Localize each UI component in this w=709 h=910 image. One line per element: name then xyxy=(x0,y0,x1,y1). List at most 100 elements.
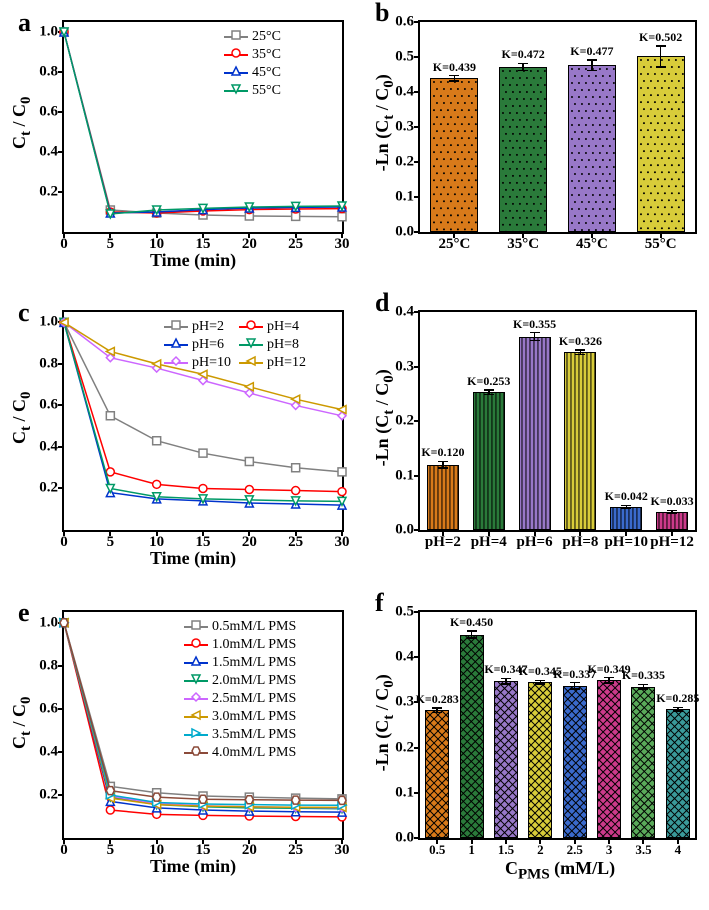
bar-category-label: 35°C xyxy=(507,236,539,253)
legend-item: pH=10 xyxy=(164,354,231,372)
x-tick-label: 5 xyxy=(107,236,115,253)
y-tick-label: 0.4 xyxy=(39,144,58,161)
legend-item: 2.5mM/L PMS xyxy=(184,690,296,708)
legend-item: 45°C xyxy=(224,64,281,82)
bar-category-label: pH=4 xyxy=(471,534,507,551)
bar-category-label: 3.5 xyxy=(635,842,651,858)
plot-f: 0.00.10.20.30.40.5K=0.2830.5K=0.4501K=0.… xyxy=(418,610,697,840)
bar xyxy=(568,65,616,232)
bar-category-label: 2.5 xyxy=(567,842,583,858)
bar xyxy=(427,465,459,530)
bar-k-label: K=0.285 xyxy=(656,691,699,706)
y-tick-label: 0.6 xyxy=(39,700,58,717)
bar xyxy=(494,681,518,838)
legend-label: pH=12 xyxy=(267,355,306,371)
panel-b: b 0.00.10.20.30.40.50.6K=0.43925°CK=0.47… xyxy=(360,0,709,290)
legend-item: 4.0mM/L PMS xyxy=(184,744,296,762)
x-tick-label: 25 xyxy=(288,534,303,551)
legend-label: 3.0mM/L PMS xyxy=(212,709,296,725)
x-tick-label: 0 xyxy=(60,842,68,859)
bar-k-label: K=0.042 xyxy=(605,489,648,504)
legend-item: 3.5mM/L PMS xyxy=(184,726,296,744)
panel-f-ylabel: -Ln (Ct / C0) xyxy=(372,668,398,778)
x-tick-label: 20 xyxy=(242,842,257,859)
legend-item: 55°C xyxy=(224,82,281,100)
y-tick-label: 0.4 xyxy=(39,743,58,760)
y-tick-label: 0.2 xyxy=(395,739,414,756)
bar-category-label: 4 xyxy=(675,842,682,858)
x-tick-label: 20 xyxy=(242,236,257,253)
y-tick-label: 0.8 xyxy=(39,355,58,372)
y-tick-label: 0.5 xyxy=(395,604,414,621)
x-tick-label: 30 xyxy=(335,842,350,859)
bar-category-label: pH=12 xyxy=(650,534,694,551)
legend-item: pH=6 xyxy=(164,336,231,354)
y-tick-label: 1.0 xyxy=(39,24,58,41)
x-tick-label: 5 xyxy=(107,842,115,859)
y-tick-label: 0.0 xyxy=(395,224,414,241)
legend-item: pH=2 xyxy=(164,318,231,336)
legend-label: 4.0mM/L PMS xyxy=(212,745,296,761)
bar xyxy=(563,686,587,838)
bar-k-label: K=0.033 xyxy=(650,494,693,509)
x-tick-label: 0 xyxy=(60,534,68,551)
y-tick-label: 0.4 xyxy=(395,649,414,666)
bar-category-label: 3 xyxy=(606,842,613,858)
x-tick-label: 25 xyxy=(288,842,303,859)
legend-label: 0.5mM/L PMS xyxy=(212,619,296,635)
legend-label: 3.5mM/L PMS xyxy=(212,727,296,743)
bar xyxy=(597,680,621,838)
panel-e: e 0510152025300.20.40.60.81.00.5mM/L PMS… xyxy=(0,590,360,910)
figure: a 0510152025300.20.40.60.81.025°C35°C45°… xyxy=(0,0,709,910)
bar-category-label: 45°C xyxy=(576,236,608,253)
panel-a-ylabel: Ct / C0 xyxy=(9,83,35,163)
bar xyxy=(430,78,478,232)
panel-f: f 0.00.10.20.30.40.5K=0.2830.5K=0.4501K=… xyxy=(360,590,709,910)
bar-k-label: K=0.355 xyxy=(513,317,556,332)
bar-k-label: K=0.120 xyxy=(421,445,464,460)
y-tick-label: 0.4 xyxy=(395,84,414,101)
y-tick-label: 0.2 xyxy=(39,184,58,201)
legend-label: pH=8 xyxy=(267,337,299,353)
legend-label: 1.0mM/L PMS xyxy=(212,637,296,653)
bar-k-label: K=0.283 xyxy=(416,692,459,707)
panel-e-ylabel: Ct / C0 xyxy=(9,683,35,763)
x-tick-label: 30 xyxy=(335,534,350,551)
bar-category-label: pH=2 xyxy=(425,534,461,551)
y-tick-label: 0.3 xyxy=(395,694,414,711)
y-tick-label: 0.0 xyxy=(395,830,414,847)
bar xyxy=(564,352,596,530)
bar xyxy=(528,682,552,838)
y-tick-label: 0.6 xyxy=(395,14,414,31)
legend-item: pH=4 xyxy=(239,318,306,336)
panel-f-label: f xyxy=(375,588,384,618)
legend-label: pH=2 xyxy=(192,319,224,335)
legend-label: pH=6 xyxy=(192,337,224,353)
panel-e-xlabel: Time (min) xyxy=(150,856,236,877)
legend-label: 55°C xyxy=(252,83,281,99)
bar-category-label: pH=6 xyxy=(517,534,553,551)
bar-k-label: K=0.472 xyxy=(502,47,545,62)
panel-d-label: d xyxy=(375,288,389,318)
x-tick-label: 30 xyxy=(335,236,350,253)
y-tick-label: 0.2 xyxy=(39,480,58,497)
plot-b: 0.00.10.20.30.40.50.6K=0.43925°CK=0.4723… xyxy=(418,20,697,234)
bar-k-label: K=0.326 xyxy=(559,334,602,349)
plot-d: 0.00.10.20.30.4K=0.120pH=2K=0.253pH=4K=0… xyxy=(418,310,697,532)
bar-category-label: pH=10 xyxy=(604,534,648,551)
legend-item: pH=8 xyxy=(239,336,306,354)
bar xyxy=(666,709,690,838)
y-tick-label: 0.2 xyxy=(395,413,414,430)
y-tick-label: 0.4 xyxy=(395,304,414,321)
bar xyxy=(631,687,655,838)
y-tick-label: 0.3 xyxy=(395,358,414,375)
bar xyxy=(519,337,551,530)
panel-d-ylabel: -Ln (Ct / C0) xyxy=(372,363,398,473)
panel-c-ylabel: Ct / C0 xyxy=(9,378,35,458)
legend-label: 45°C xyxy=(252,65,281,81)
bar xyxy=(610,507,642,530)
y-tick-label: 0.3 xyxy=(395,119,414,136)
panel-c-xlabel: Time (min) xyxy=(150,548,236,569)
y-tick-label: 0.6 xyxy=(39,104,58,121)
panel-a-label: a xyxy=(18,8,31,38)
